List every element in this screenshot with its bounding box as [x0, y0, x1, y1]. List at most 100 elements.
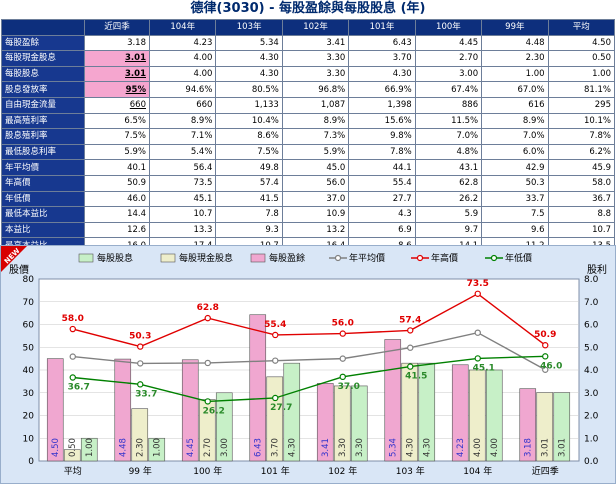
bar-value-label: 3.18	[523, 438, 533, 457]
table-cell: 62.8	[414, 174, 483, 192]
table-cell: 27.7	[348, 190, 416, 208]
bar	[401, 362, 419, 462]
table-cell: 8.9%	[281, 112, 350, 130]
table-cell: 2.30	[481, 50, 549, 67]
table-row: 自由現金流量 660 660 1,133 1,087 1,398 886 616 295	[1, 96, 616, 114]
table-cell: 49.8	[215, 159, 283, 176]
series-point	[137, 343, 144, 350]
series-point	[204, 359, 211, 367]
right-tick-label: 8.0	[584, 275, 599, 285]
table-row: 最低本益比 14.4 10.7 7.8 10.9 4.3 5.9 7.5 8.8	[1, 206, 616, 223]
low-value-label: 41.5	[405, 372, 427, 382]
table-cell: 1,133	[215, 96, 283, 114]
table-row: 最低股息利率 5.9% 5.4% 7.5% 5.9% 7.8% 4.8% 6.0% 6.2%	[1, 143, 616, 161]
legend-label: 年平均價	[349, 252, 385, 264]
left-axis-title: 股價	[9, 263, 29, 276]
series-line	[72, 331, 546, 371]
row-label: 自由現金流量	[1, 96, 85, 114]
table-cell: 6.0%	[481, 143, 549, 161]
low-value-label: 27.7	[270, 403, 292, 413]
category-label: 100 年	[193, 465, 222, 477]
table-cell: 67.4%	[414, 81, 483, 98]
high-value-label: 50.9	[534, 330, 556, 340]
bar-value-label: 0.50	[68, 438, 78, 457]
table-cell: 26.2	[414, 190, 483, 208]
table-cell: 3.30	[281, 65, 350, 83]
category-label: 102 年	[328, 465, 357, 477]
table-cell: 8.6%	[215, 128, 283, 145]
high-value-label: 56.0	[332, 319, 354, 329]
series-point	[204, 314, 211, 322]
right-tick-label: 4.0	[584, 366, 599, 376]
table-cell: 7.3%	[281, 128, 350, 145]
row-label: 最高殖利率	[1, 112, 85, 130]
table-cell: 660	[148, 96, 217, 114]
table-cell: 40.1	[84, 159, 150, 176]
bar-value-label: 3.30	[338, 438, 348, 457]
bar	[46, 358, 64, 462]
table-cell: 7.5%	[84, 128, 150, 145]
bar-value-label: 3.00	[220, 438, 230, 457]
series-point	[339, 355, 346, 362]
high-value-label: 58.0	[62, 314, 84, 324]
table-cell: 81.1%	[547, 81, 616, 98]
table-cell: 886	[414, 96, 483, 114]
bar-value-label: 3.70	[270, 438, 280, 457]
table-cell: 4.50	[547, 34, 616, 52]
table-cell: 6.43	[348, 34, 416, 52]
bar	[63, 449, 81, 462]
bar	[131, 408, 149, 462]
series-point	[407, 363, 414, 370]
bar	[418, 362, 436, 462]
table-cell: 295	[547, 96, 616, 114]
low-value-label: 36.7	[68, 383, 90, 393]
bar-value-label: 5.34	[388, 438, 398, 457]
eps-dividend-chart: 0 10 20 30 40 50 60 70 80 0.0 1.0 2.0 3.0 4.0 5.0 6.0 7.…	[0, 245, 616, 484]
bar	[80, 437, 98, 462]
table-cell: 50.9	[84, 174, 150, 192]
table-cell: 5.9	[414, 206, 483, 223]
page-title: 德律(3030) - 每股盈餘與每股股息 (年)	[190, 1, 426, 16]
series-point	[474, 290, 481, 297]
bar-value-label: 4.30	[422, 438, 432, 457]
table-cell: 9.3	[215, 221, 283, 239]
table-row: 每股盈餘 3.18 4.23 5.34 3.41 6.43 4.45 4.48 4.50	[1, 34, 616, 52]
bar-value-label: 4.23	[456, 438, 466, 457]
bar-value-label: 6.43	[253, 438, 263, 457]
series-point	[542, 342, 549, 349]
bar	[316, 383, 334, 462]
series-line	[72, 355, 546, 403]
table-cell: 42.9	[481, 159, 549, 176]
table-cell: 10.9	[281, 206, 350, 223]
table-cell: 58.0	[547, 174, 616, 192]
table-cell: 7.5	[481, 206, 549, 223]
new-badge-shape	[1, 246, 27, 272]
bar-value-label: 4.30	[405, 438, 415, 457]
category-label: 103 年	[396, 465, 425, 477]
row-label: 年平均價	[1, 159, 85, 176]
bar-value-label: 4.30	[287, 438, 297, 457]
bar	[536, 392, 554, 462]
right-tick-label: 3.0	[584, 389, 599, 399]
series-point	[339, 330, 346, 337]
bar	[114, 358, 132, 462]
table-cell: 13.3	[148, 221, 217, 239]
category-label: 99 年	[129, 465, 152, 477]
column-header: 103年	[215, 19, 283, 36]
legend-swatch	[490, 254, 498, 262]
table-cell: 3.18	[84, 34, 150, 52]
row-label: 年低價	[1, 190, 85, 208]
series-point	[69, 374, 76, 381]
table-cell: 37.0	[281, 190, 350, 208]
series-point	[272, 357, 279, 364]
row-label: 最低股息利率	[1, 143, 85, 161]
bar-value-label: 2.70	[203, 438, 213, 457]
row-label: 最低本益比	[1, 206, 85, 223]
series-point	[542, 353, 549, 360]
row-label: 股息殖利率	[1, 128, 85, 145]
table-cell: 4.48	[481, 34, 549, 52]
category-label: 101 年	[261, 465, 290, 477]
series-point	[204, 398, 211, 405]
table-cell: 55.4	[348, 174, 416, 192]
bar	[468, 369, 486, 462]
